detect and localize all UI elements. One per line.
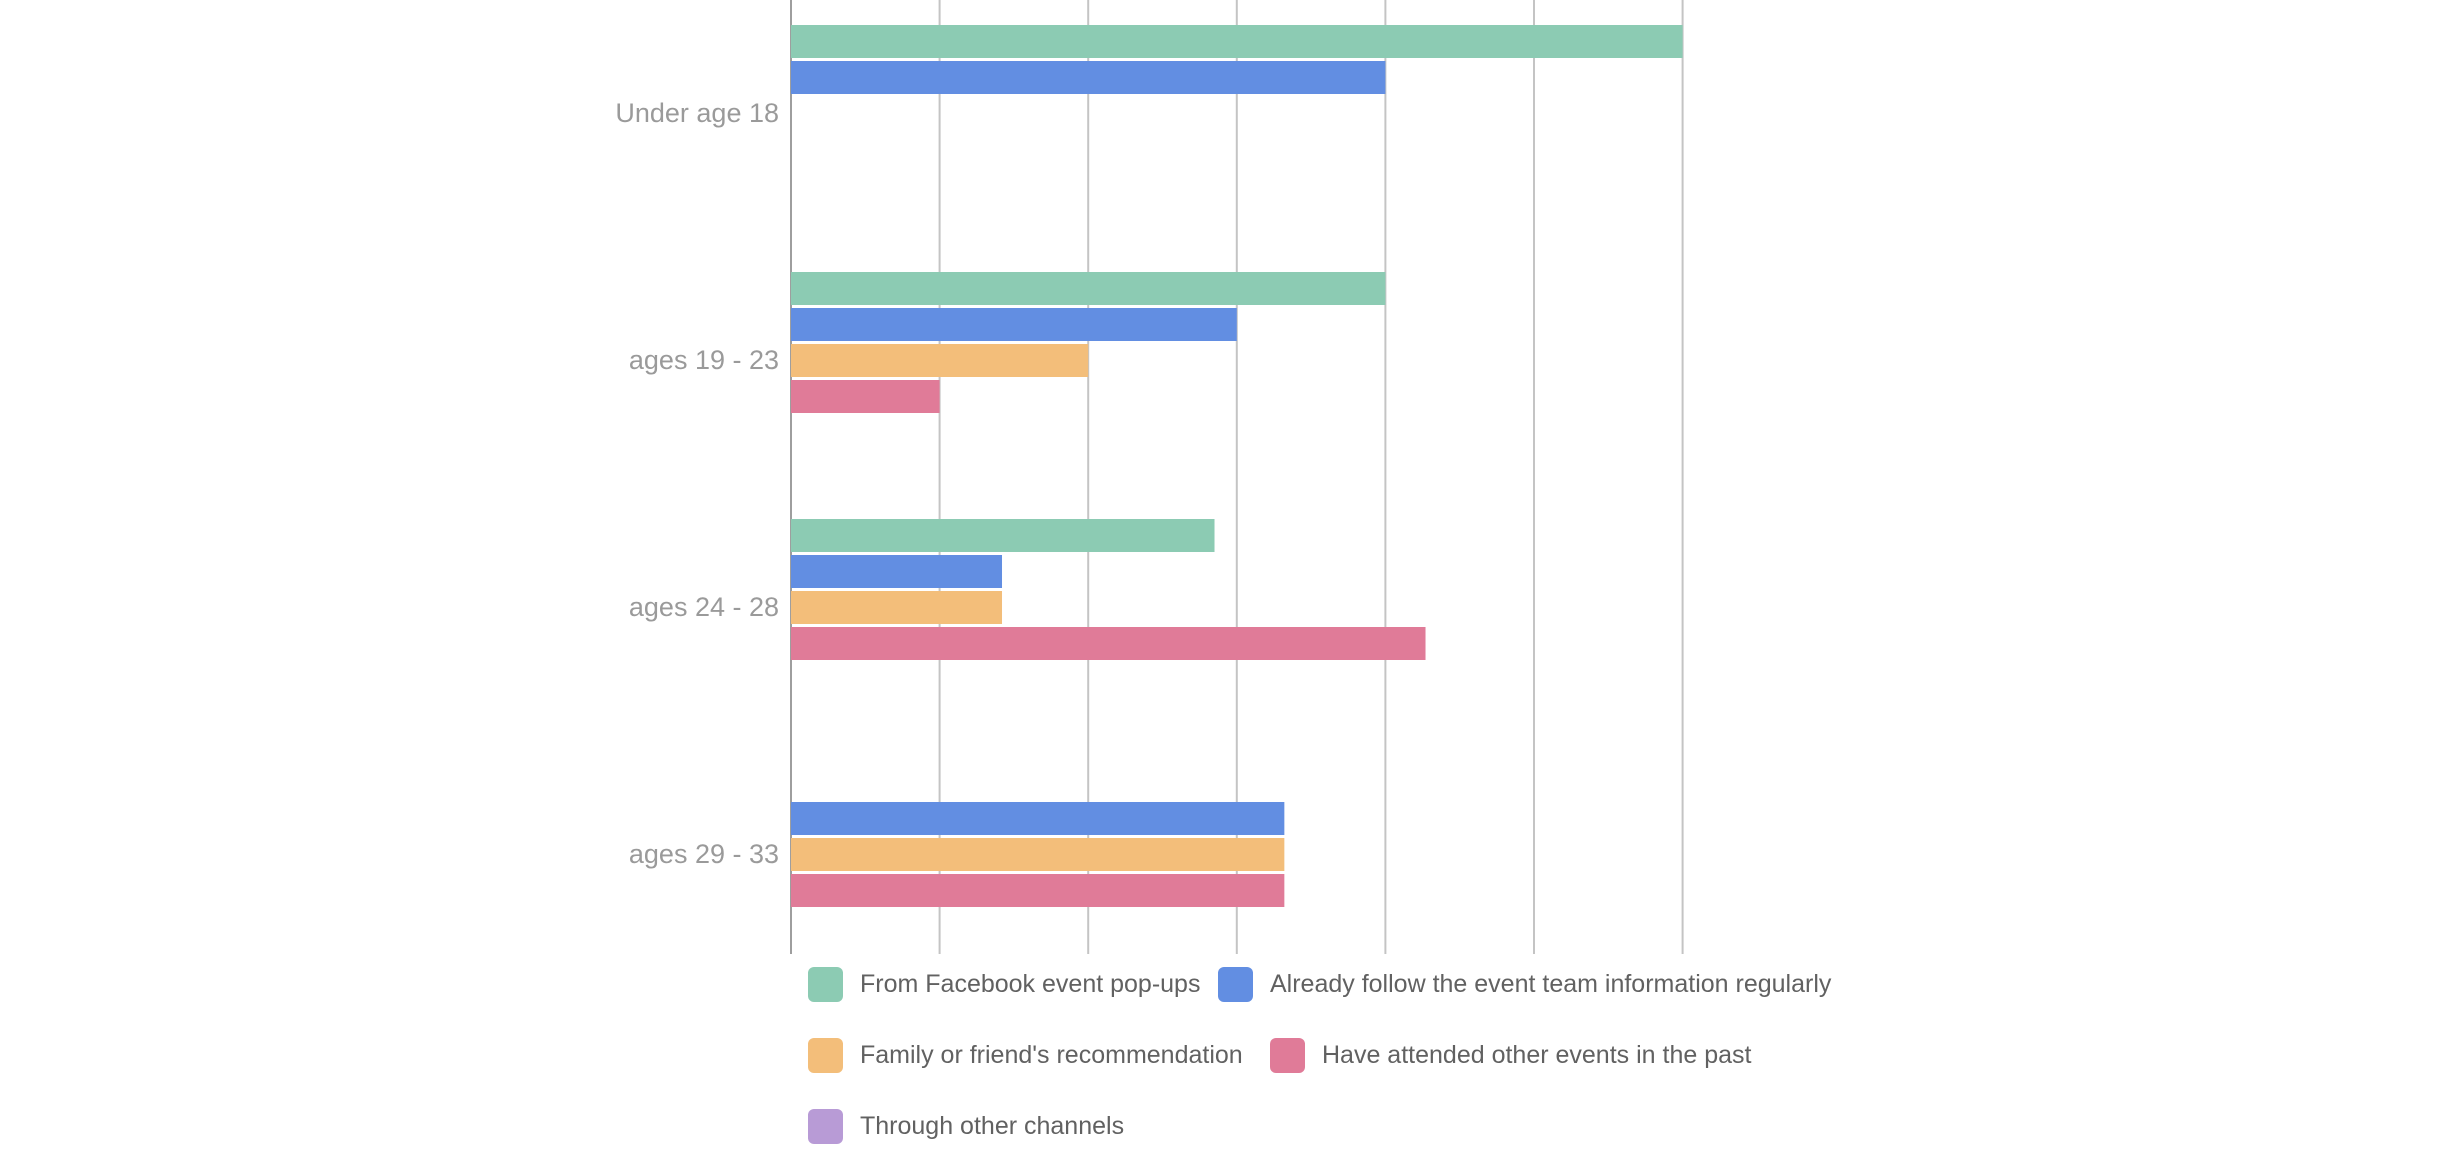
bar [791,344,1089,377]
legend-item[interactable]: Family or friend's recommendation [808,1038,1243,1073]
legend-label: From Facebook event pop-ups [860,970,1201,998]
category-label: Under age 18 [615,98,779,128]
category-label: ages 24 - 28 [629,592,779,622]
legend-label: Already follow the event team informatio… [1270,970,1832,998]
legend-item[interactable]: Through other channels [808,1109,1124,1144]
bar [791,874,1285,907]
category-label: ages 29 - 33 [629,839,779,869]
bar [791,272,1386,305]
legend-item[interactable]: Have attended other events in the past [1270,1038,1751,1073]
bar [791,555,1003,588]
legend-swatch [808,1038,843,1073]
legend-item[interactable]: Already follow the event team informatio… [1218,967,1831,1002]
legend-swatch [808,1109,843,1144]
bar [791,25,1683,58]
bar [791,61,1386,94]
category-label: ages 19 - 23 [629,345,779,375]
legend-swatch [1218,967,1253,1002]
legend-item[interactable]: From Facebook event pop-ups [808,967,1200,1002]
legend-swatch [808,967,843,1002]
bar [791,380,940,413]
bar [791,838,1285,871]
legend-label: Family or friend's recommendation [860,1041,1243,1069]
legend-swatch [1270,1038,1305,1073]
bar [791,308,1237,341]
bar [791,627,1426,660]
bar [791,591,1003,624]
bar [791,802,1285,835]
legend-label: Have attended other events in the past [1322,1041,1752,1069]
bar [791,519,1215,552]
legend-label: Through other channels [860,1112,1125,1140]
